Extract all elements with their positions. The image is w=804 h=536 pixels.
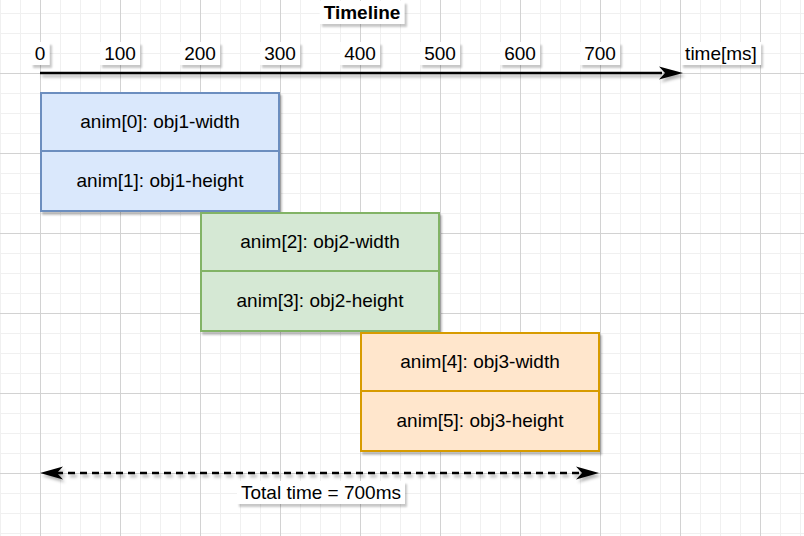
anim-block-obj1: anim[0]: obj1-width anim[1]: obj1-height bbox=[40, 92, 280, 212]
diagram-title: Timeline bbox=[320, 1, 405, 24]
anim-row-1: anim[1]: obj1-height bbox=[42, 152, 278, 210]
anim-row-4: anim[4]: obj3-width bbox=[362, 334, 598, 392]
diagram-canvas: Timeline 0 100 200 300 400 500 600 700 t… bbox=[0, 0, 804, 536]
anim-block-obj2: anim[2]: obj2-width anim[3]: obj2-height bbox=[200, 212, 440, 332]
anim-row-0: anim[0]: obj1-width bbox=[42, 94, 278, 152]
anim-row-3: anim[3]: obj2-height bbox=[202, 272, 438, 330]
anim-row-5: anim[5]: obj3-height bbox=[362, 392, 598, 450]
total-time-label: Total time = 700ms bbox=[237, 481, 405, 504]
anim-row-2: anim[2]: obj2-width bbox=[202, 214, 438, 272]
time-axis-arrow bbox=[38, 60, 694, 86]
anim-block-obj3: anim[4]: obj3-width anim[5]: obj3-height bbox=[360, 332, 600, 452]
